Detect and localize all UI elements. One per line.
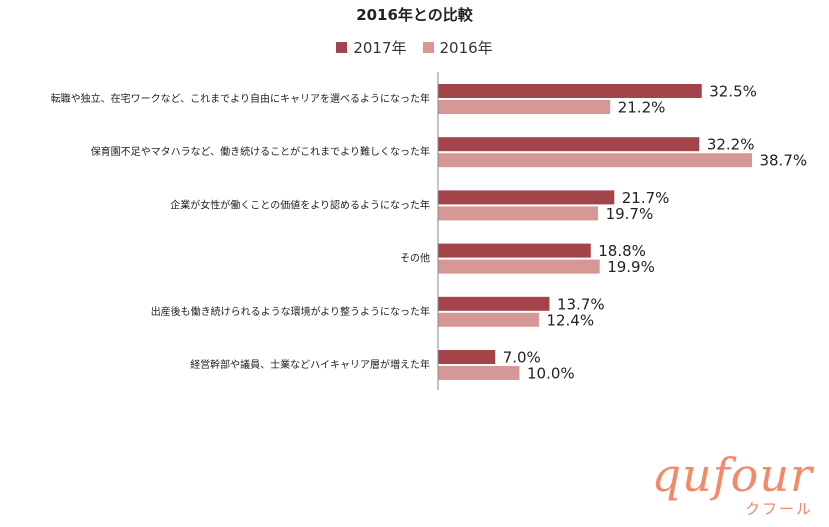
- category-label: 経営幹部や議員、士業などハイキャリア層が増えた年: [190, 358, 430, 371]
- legend: 2017年 2016年: [0, 37, 829, 58]
- category-label: 企業が女性が働くことの価値をより認めるようになった年: [170, 198, 430, 211]
- bar-2016: [438, 100, 611, 114]
- legend-label-2016: 2016年: [439, 39, 493, 57]
- legend-item-2016: 2016年: [422, 37, 493, 58]
- data-label: 32.2%: [707, 136, 755, 154]
- bar-2016: [438, 312, 539, 327]
- data-label: 12.4%: [546, 311, 594, 329]
- bar-2017: [438, 190, 615, 205]
- category-label: 保育園不足やマタハラなど、働き続けることがこれまでより難しくなった年: [91, 145, 430, 158]
- data-label: 7.0%: [503, 349, 541, 367]
- bar-2016: [438, 206, 599, 221]
- brand-logo: qufour: [651, 448, 813, 502]
- category-label: 出産後も働き続けられるような環境がより整うようになった年: [151, 305, 430, 318]
- bar-2016: [438, 153, 752, 168]
- data-label: 21.2%: [618, 99, 666, 117]
- bar-2017: [438, 350, 496, 364]
- legend-label-2017: 2017年: [353, 39, 407, 57]
- data-label: 13.7%: [557, 295, 605, 313]
- brand-watermark: qufour クフール: [652, 452, 813, 519]
- bar-2017: [438, 243, 591, 258]
- data-label: 32.5%: [709, 83, 757, 101]
- data-label: 19.7%: [606, 205, 654, 223]
- bar-2016: [438, 366, 520, 380]
- data-label: 18.8%: [598, 242, 646, 260]
- category-label: その他: [400, 252, 430, 265]
- brand-subtitle: クフール: [744, 500, 813, 518]
- legend-swatch-2017: [336, 42, 348, 53]
- bar-2016: [438, 259, 600, 274]
- legend-item-2017: 2017年: [336, 37, 407, 58]
- data-label: 38.7%: [759, 152, 807, 170]
- data-label: 21.7%: [622, 189, 670, 207]
- category-label: 転職や独立、在宅ワークなど、これまでより自由にキャリアを選べるようになった年: [51, 92, 430, 105]
- bar-2017: [438, 84, 702, 98]
- chart-title: 2016年との比較: [356, 6, 473, 24]
- bar-2017: [438, 137, 700, 152]
- data-label: 19.9%: [607, 258, 655, 276]
- bar-2017: [438, 296, 550, 311]
- data-label: 10.0%: [527, 365, 575, 383]
- legend-swatch-2016: [422, 42, 434, 53]
